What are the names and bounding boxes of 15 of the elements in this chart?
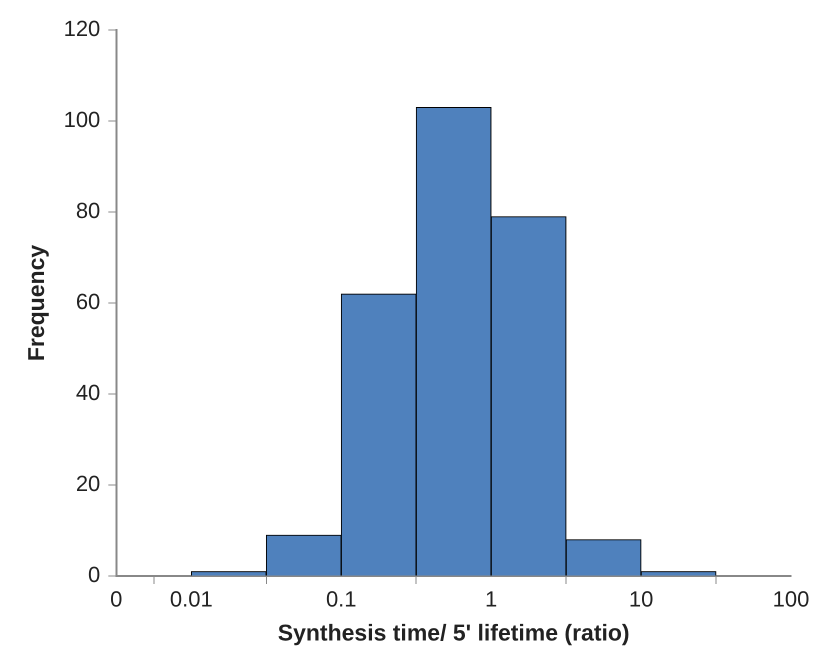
x-tick-label: 10: [628, 586, 654, 612]
y-tick-label: 20: [76, 471, 100, 496]
y-tick-label: 40: [76, 380, 100, 406]
y-tick-label: 60: [76, 289, 100, 314]
x-tick-label: 0: [110, 586, 122, 612]
y-tick-label: 100: [64, 107, 100, 132]
y-tick-label: 0: [88, 562, 100, 588]
x-axis-title: Synthesis time/ 5' lifetime (ratio): [278, 620, 630, 646]
x-tick-label: 0.01: [170, 586, 213, 612]
y-tick-label: 120: [64, 16, 100, 42]
x-tick-label: 0.1: [326, 586, 357, 612]
y-tick-label: 80: [76, 198, 100, 224]
x-tick-label: 1: [485, 586, 498, 612]
y-axis-title: Frequency: [23, 244, 50, 362]
x-tick-label: 100: [772, 586, 810, 612]
